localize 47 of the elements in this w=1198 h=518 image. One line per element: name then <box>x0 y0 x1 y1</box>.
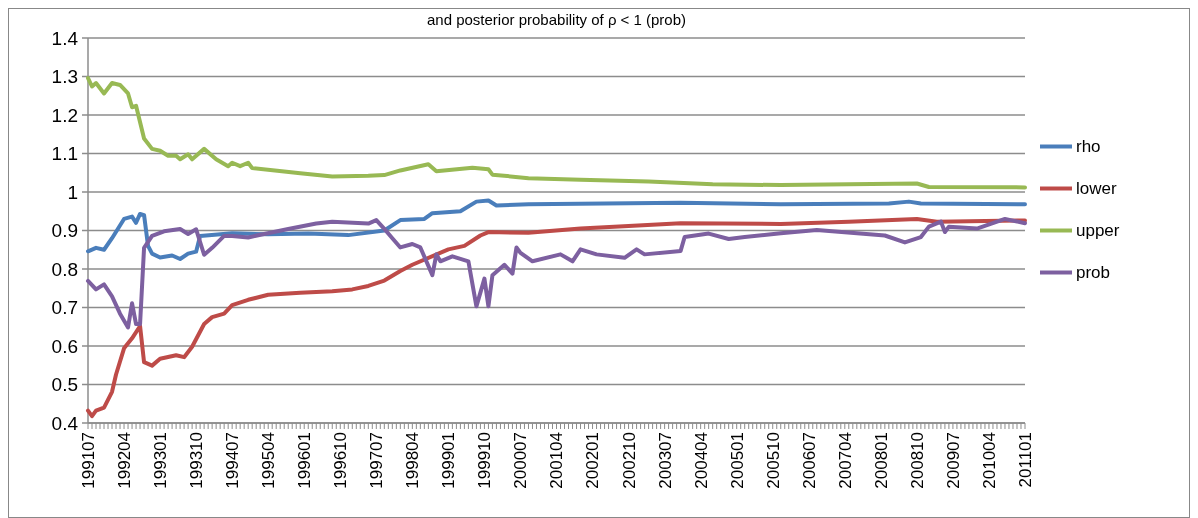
legend-label: prob <box>1076 263 1111 283</box>
x-tick-label: 199204 <box>114 432 134 489</box>
x-tick-label: 201101 <box>1015 432 1035 488</box>
x-tick-label: 199910 <box>475 432 495 489</box>
y-tick-label: 1 <box>67 181 78 203</box>
line-series <box>86 198 1027 261</box>
x-tick-label: 200907 <box>943 432 963 489</box>
x-tick-label: 200801 <box>871 432 891 489</box>
x-tick-label: 200810 <box>907 432 927 489</box>
line-series <box>86 76 1027 190</box>
x-tick-label: 200201 <box>583 432 603 489</box>
x-tick-label: 199407 <box>223 432 243 489</box>
x-tick-label: 201004 <box>979 432 999 489</box>
legend-label: lower <box>1076 179 1117 199</box>
y-tick-label: 0.6 <box>51 335 78 357</box>
y-tick-label: 1.2 <box>51 104 78 126</box>
y-tick-label: 0.9 <box>51 220 78 242</box>
y-tick-label: 0.5 <box>51 374 78 396</box>
y-tick-label: 0.4 <box>51 412 79 434</box>
chart-title: and posterior probability of ρ < 1 (prob) <box>426 11 687 28</box>
x-tick-label: 199610 <box>331 432 351 489</box>
x-tick-label: 200607 <box>799 432 819 489</box>
x-tick-label: 199504 <box>259 432 279 489</box>
x-tick-label: 200307 <box>655 432 675 489</box>
y-tick-label: 1.3 <box>51 66 78 88</box>
x-tick-label: 199901 <box>439 432 459 489</box>
x-tick-label: 200104 <box>547 432 567 489</box>
x-tick-label: 200510 <box>763 432 783 489</box>
y-tick-label: 0.7 <box>51 297 78 319</box>
x-tick-label: 200404 <box>691 432 711 489</box>
y-tick-label: 0.8 <box>51 258 78 280</box>
x-tick-label: 200210 <box>619 432 639 489</box>
x-tick-label: 200501 <box>727 432 747 489</box>
x-tick-label: 199310 <box>187 432 207 489</box>
x-tick-label: 199707 <box>367 432 387 489</box>
x-tick-label: 200007 <box>511 432 531 489</box>
y-tick-label: 1.4 <box>51 27 79 49</box>
x-tick-label: 199804 <box>403 432 423 489</box>
y-tick-label: 1.1 <box>51 143 78 165</box>
legend-label: upper <box>1076 221 1120 241</box>
line-series <box>86 216 1027 330</box>
legend-label: rho <box>1076 137 1101 157</box>
x-tick-label: 200704 <box>835 432 855 489</box>
x-tick-label: 199601 <box>295 432 315 489</box>
x-tick-label: 199107 <box>78 432 98 489</box>
line-series <box>86 216 1027 419</box>
x-tick-label: 199301 <box>151 432 171 489</box>
